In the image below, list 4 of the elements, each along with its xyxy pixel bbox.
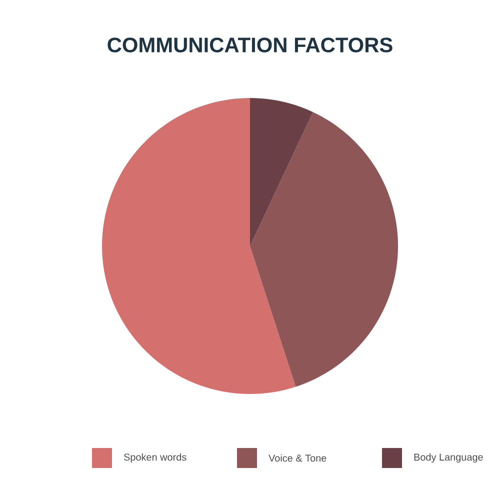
legend-label: Voice & Tone — [268, 454, 326, 462]
legend-label: Body Language — [414, 453, 483, 463]
legend-label: Spoken words — [124, 453, 186, 463]
chart-title: COMMUNICATION FACTORS — [108, 38, 392, 52]
